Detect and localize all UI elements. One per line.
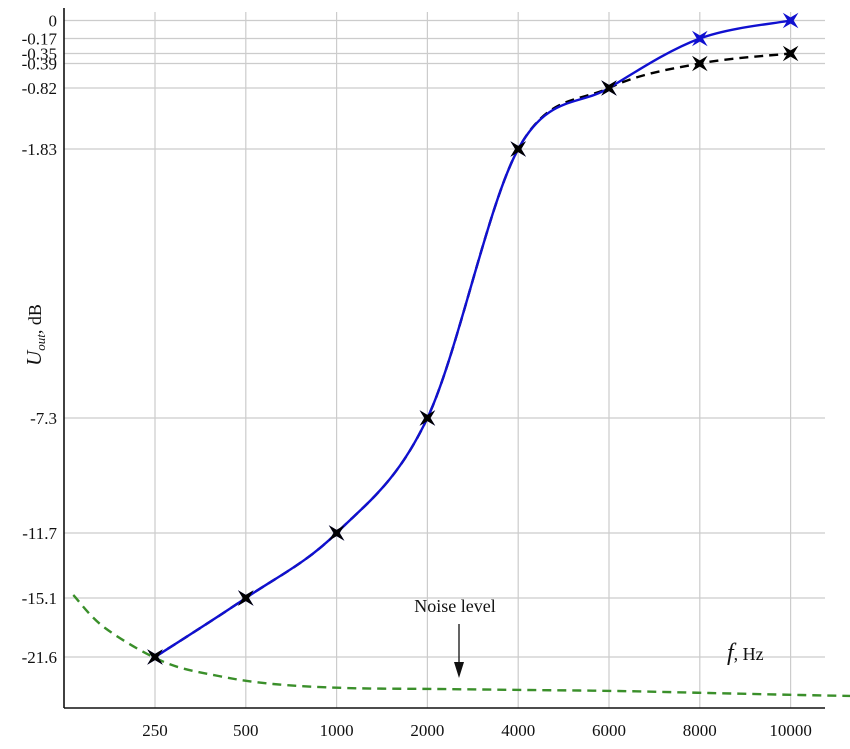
data-point-marker [328, 525, 345, 541]
data-point-marker [692, 30, 708, 47]
series-line [72, 594, 850, 698]
y-tick-label: -7.3 [30, 409, 57, 428]
data-point-marker [419, 410, 436, 426]
noise-level-annotation: Noise level [414, 596, 495, 616]
y-axis-variable: U [22, 349, 46, 366]
y-tick-label: -0.82 [22, 79, 57, 98]
y-tick-label: -0.17 [22, 30, 58, 49]
data-point-marker [147, 649, 163, 665]
x-axis-unit: , Hz [734, 644, 764, 664]
y-axis-label: Uout, dB [22, 304, 48, 366]
data-point-marker [601, 80, 617, 96]
data-point-marker [692, 55, 708, 72]
x-axis-variable: f [727, 640, 737, 666]
data-point-marker [782, 12, 799, 29]
data-point-marker [238, 590, 254, 606]
y-tick-label: -1.83 [22, 140, 57, 159]
x-axis-label: f, Hz [727, 640, 764, 666]
y-axis-unit: , dB [25, 304, 45, 334]
series-line [154, 52, 791, 659]
noise-level-arrow [454, 624, 464, 678]
y-tick-label: -21.6 [22, 648, 57, 667]
y-tick-label: 0 [49, 12, 58, 31]
x-tick-label: 8000 [683, 721, 717, 740]
y-tick-label: -0.35 [22, 45, 57, 64]
data-point-marker [510, 141, 526, 157]
x-tick-label: 10000 [769, 721, 812, 740]
data-point-marker [782, 45, 799, 62]
grid-lines [64, 12, 825, 708]
x-tick-label: 2000 [410, 721, 444, 740]
x-tick-label: 500 [233, 721, 259, 740]
series-line [154, 19, 791, 659]
x-tick-label: 250 [142, 721, 168, 740]
series-lines [72, 19, 850, 698]
x-tick-label: 1000 [320, 721, 354, 740]
y-tick-label: -15.1 [22, 589, 57, 608]
x-tick-label: 6000 [592, 721, 626, 740]
axes [63, 8, 825, 709]
y-tick-label: -0.39 [22, 55, 57, 74]
x-tick-label: 4000 [501, 721, 535, 740]
y-tick-label: -11.7 [22, 524, 57, 543]
series-markers [147, 12, 799, 665]
y-axis-subscript: out [33, 334, 48, 351]
tick-labels: 250 500 1000 2000 4000 6000 8000 100000-0.17-0.… [22, 12, 812, 741]
